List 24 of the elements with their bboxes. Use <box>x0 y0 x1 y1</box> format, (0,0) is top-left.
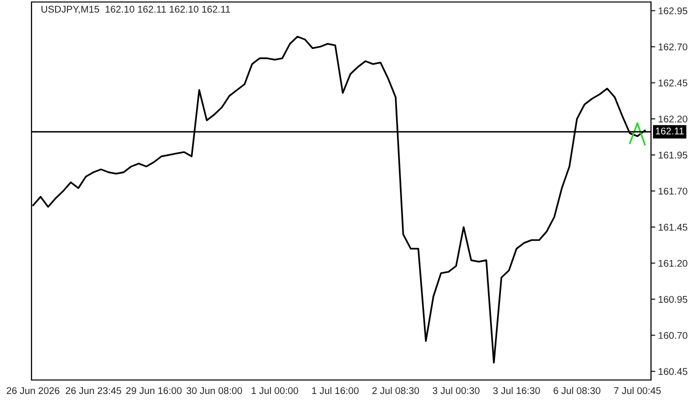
y-tick-label: 161.45 <box>658 224 688 231</box>
y-tick-label: 161.95 <box>658 152 688 159</box>
x-tick-label: 2 Jul 08:30 <box>372 386 420 394</box>
x-tick-label: 6 Jul 08:30 <box>554 386 600 394</box>
x-tick-label: 26 Jun 2026 <box>6 387 60 394</box>
x-tick-label: 29 Jun 16:00 <box>126 387 182 394</box>
y-tick-label: 162.70 <box>658 43 688 50</box>
y-tick-label: 161.20 <box>658 260 688 267</box>
y-tick-label: 162.20 <box>658 116 688 122</box>
x-tick-label: 3 Jul 16:30 <box>493 386 540 394</box>
x-tick-label: 1 Jul 00:00 <box>252 386 298 394</box>
y-tick-label: 160.45 <box>658 368 688 375</box>
x-tick-label: 30 Jun 08:00 <box>186 387 242 394</box>
y-tick-label: 160.95 <box>658 296 688 303</box>
y-tick-label: 161.70 <box>658 188 688 195</box>
ref-line-label: 162.11 <box>656 128 684 134</box>
x-tick-label: 1 Jul 16:00 <box>312 386 359 394</box>
y-tick-label: 162.95 <box>658 7 688 14</box>
x-tick-label: 3 Jul 00:30 <box>432 386 480 394</box>
chart-title: USDJPY,M15 162.10 162.11 162.10 162.11 <box>42 6 230 14</box>
y-tick-label: 160.70 <box>658 332 688 339</box>
y-tick-label: 162.45 <box>658 80 688 86</box>
x-tick-label: 26 Jun 23:45 <box>66 387 122 394</box>
x-tick-label: 7 Jul 00:45 <box>614 386 661 394</box>
